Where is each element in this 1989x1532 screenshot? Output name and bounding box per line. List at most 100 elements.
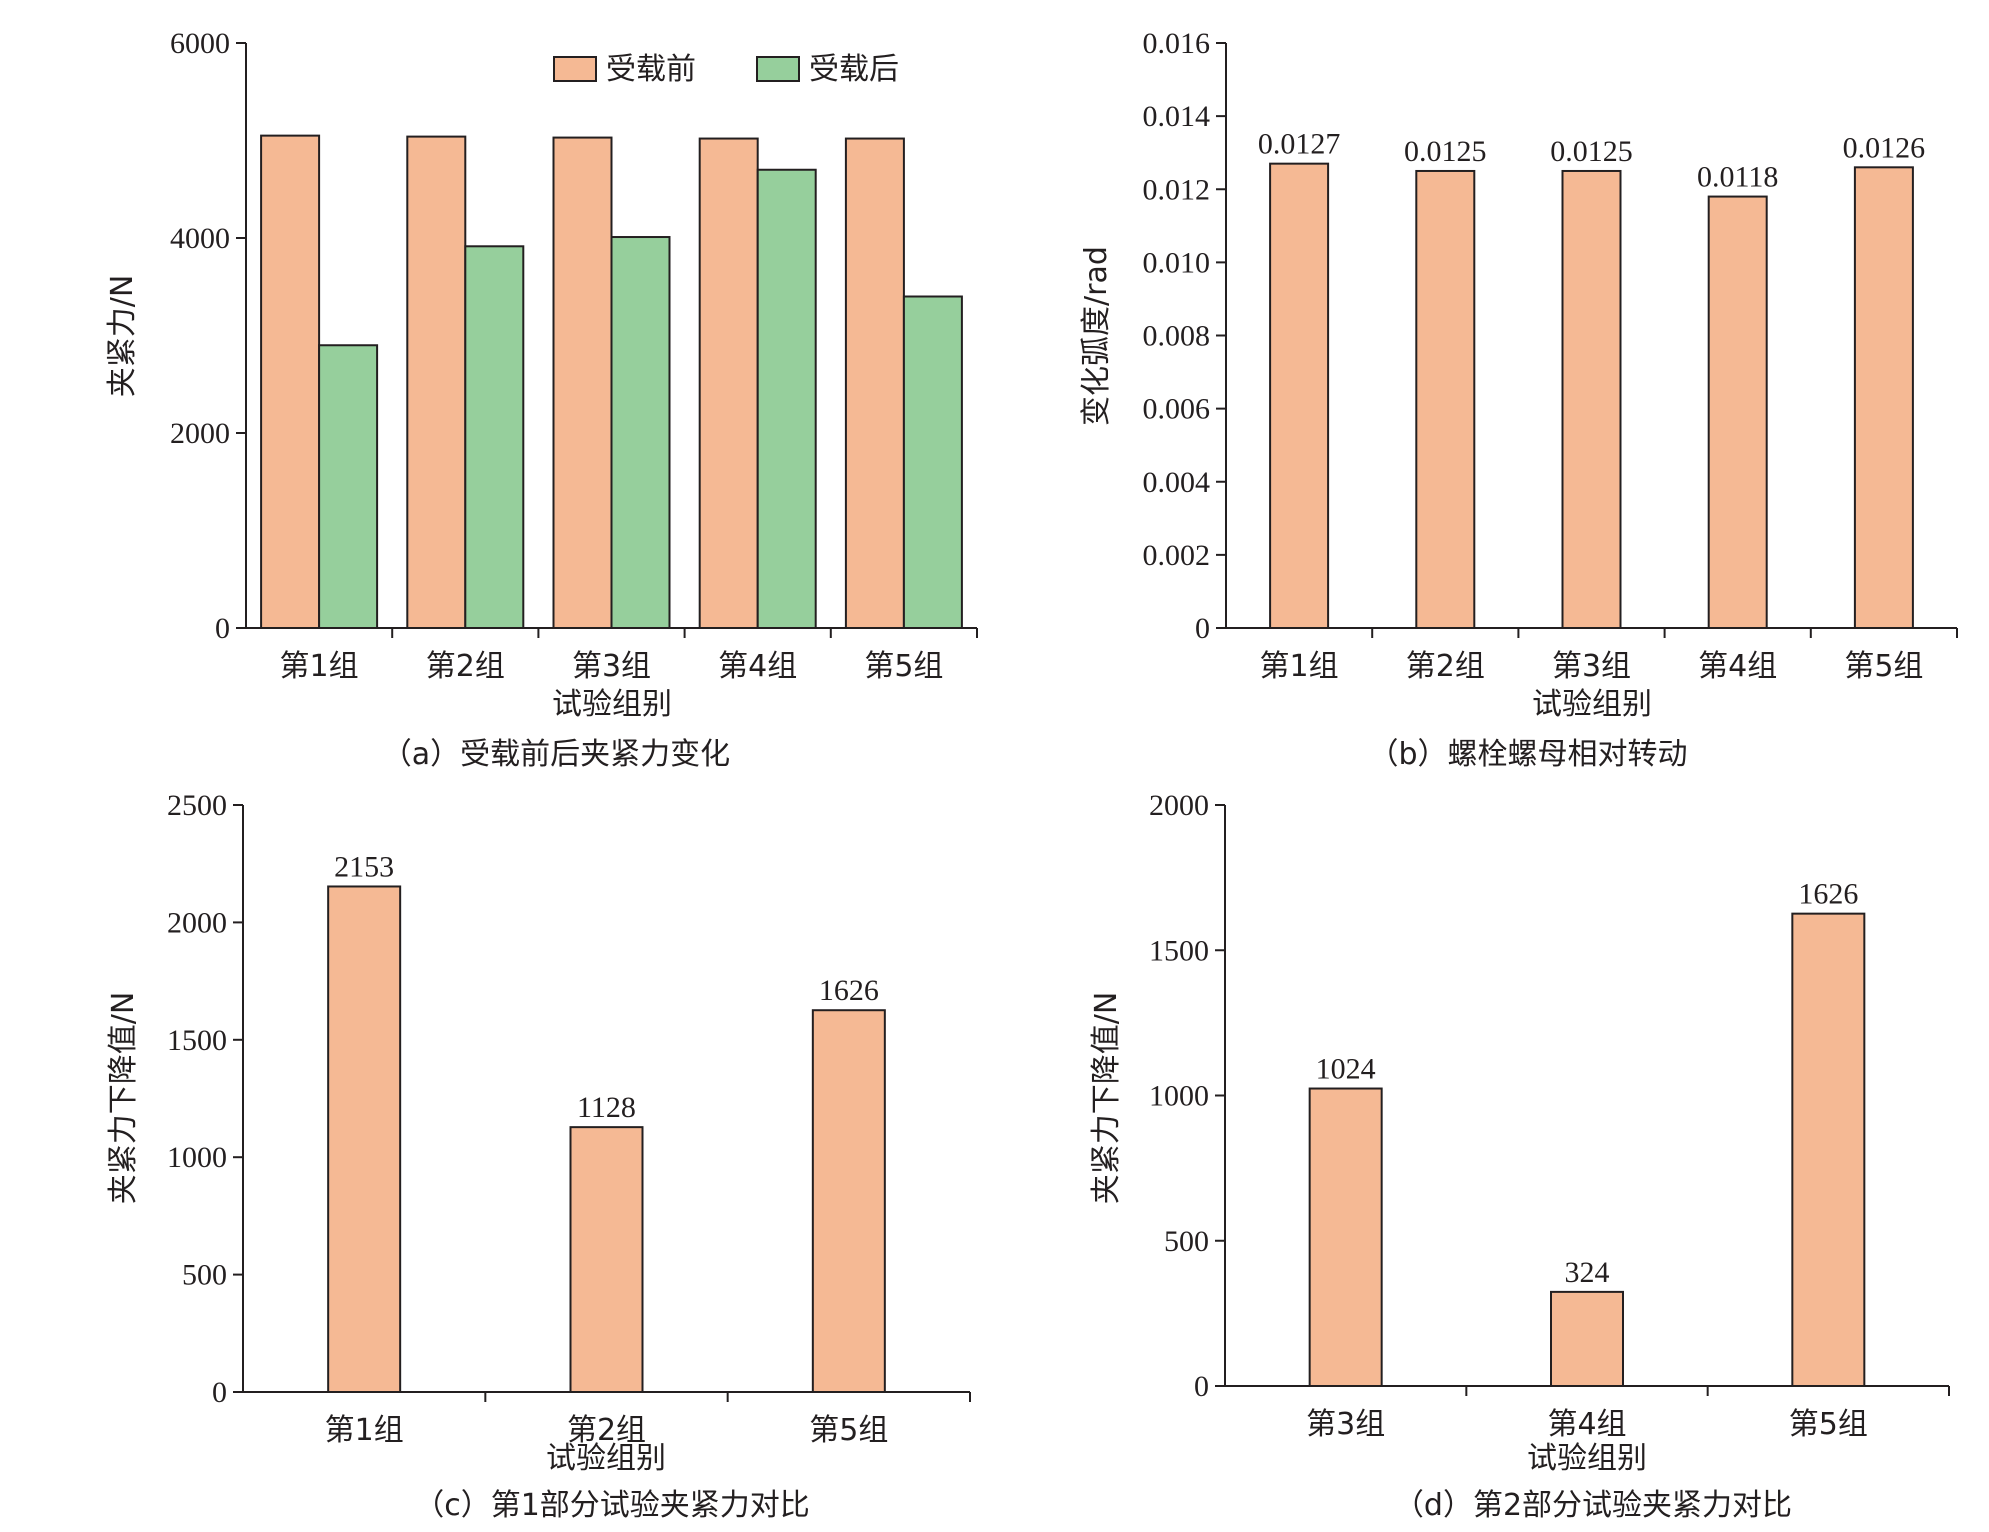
- x-tick-label: 第4组: [1547, 1407, 1626, 1442]
- chart-c-y-ticks: 0 500 1000 1500 2000 2500: [167, 789, 243, 1409]
- chart-c-xlabel: 试验组别: [546, 1441, 666, 1476]
- bar-after: [756, 168, 817, 629]
- data-label: 0.0118: [1697, 161, 1778, 194]
- chart-a-y-ticks: 0 2000 4000 6000: [170, 27, 246, 645]
- bar-before: [260, 134, 321, 629]
- chart-d: 0 500 1000 1500 2000 第3组 第4组 第5组 1024 324 1626 夹…: [1089, 789, 1950, 1523]
- y-tick-label: 1000: [1149, 1080, 1209, 1113]
- bar-before: [698, 137, 759, 630]
- y-tick-label: 1000: [167, 1141, 227, 1174]
- data-label: 0.0126: [1843, 131, 1926, 164]
- bar: [1415, 169, 1476, 629]
- x-tick-label: 第1组: [1260, 649, 1339, 684]
- y-tick-label: 6000: [170, 27, 230, 60]
- x-tick-label: 第3组: [1306, 1407, 1385, 1442]
- chart-a-ylabel: 夹紧力/N: [105, 275, 140, 398]
- chart-b-x-ticks: 第1组 第2组 第3组 第4组 第5组: [1260, 628, 1958, 684]
- x-tick-label: 第1组: [280, 649, 359, 684]
- y-tick-label: 2500: [167, 789, 227, 822]
- legend-label-before: 受载前: [606, 52, 696, 87]
- bar: [1308, 1087, 1383, 1387]
- y-tick-label: 0.010: [1143, 246, 1211, 279]
- bar: [327, 885, 402, 1393]
- x-tick-label: 第1组: [325, 1413, 404, 1448]
- x-tick-label: 第5组: [1789, 1407, 1868, 1442]
- chart-b-caption: （b）螺栓螺母相对转动: [1368, 737, 1687, 772]
- y-tick-label: 0.012: [1143, 173, 1211, 206]
- y-tick-label: 0.002: [1143, 539, 1211, 572]
- y-tick-label: 0: [1195, 612, 1210, 645]
- y-tick-label: 2000: [167, 906, 227, 939]
- y-tick-label: 0: [1194, 1370, 1209, 1403]
- data-label: 1626: [1798, 878, 1858, 911]
- chart-b-ylabel: 变化弧度/rad: [1079, 246, 1114, 426]
- chart-c: 0 500 1000 1500 2000 2500 第1组 第2组 第5组 2153 1128 1…: [106, 789, 971, 1523]
- chart-c-x-ticks: 第1组 第2组 第5组: [325, 1392, 971, 1448]
- bar: [1550, 1290, 1624, 1388]
- data-label: 1024: [1316, 1053, 1376, 1086]
- bar: [569, 1126, 644, 1394]
- chart-a-bars: [260, 134, 963, 630]
- chart-d-ylabel: 夹紧力下降值/N: [1089, 992, 1124, 1205]
- x-tick-label: 第5组: [809, 1413, 888, 1448]
- y-tick-label: 1500: [167, 1024, 227, 1057]
- bar-before: [552, 136, 613, 629]
- bar: [1707, 195, 1768, 629]
- legend-swatch-before: [553, 56, 597, 82]
- chart-d-y-ticks: 0 500 1000 1500 2000: [1149, 789, 1225, 1403]
- bar: [1561, 169, 1622, 629]
- chart-a-caption: （a）受载前后夹紧力变化: [382, 737, 730, 772]
- data-label: 2153: [334, 850, 394, 883]
- chart-c-ylabel: 夹紧力下降值/N: [106, 992, 141, 1205]
- chart-d-x-ticks: 第3组 第4组 第5组: [1306, 1386, 1950, 1442]
- chart-c-bars: 2153 1128 1626: [327, 850, 886, 1394]
- bar-after: [610, 236, 671, 629]
- x-tick-label: 第3组: [572, 649, 651, 684]
- bar-after: [318, 344, 379, 629]
- x-tick-label: 第2组: [1406, 649, 1485, 684]
- x-tick-label: 第2组: [426, 649, 505, 684]
- bar: [1791, 912, 1866, 1387]
- chart-b-xlabel: 试验组别: [1532, 687, 1652, 722]
- y-tick-label: 0.014: [1143, 100, 1211, 133]
- bar: [1269, 162, 1330, 629]
- data-label: 1128: [577, 1091, 636, 1124]
- chart-d-xlabel: 试验组别: [1527, 1441, 1647, 1476]
- chart-a-legend: 受载前 受载后: [553, 52, 899, 87]
- bar-before: [406, 135, 467, 629]
- y-tick-label: 500: [182, 1259, 227, 1292]
- x-tick-label: 第5组: [1844, 649, 1923, 684]
- data-label: 324: [1565, 1256, 1610, 1289]
- chart-d-bars: 1024 324 1626: [1308, 878, 1866, 1388]
- bar: [1853, 166, 1914, 629]
- y-tick-label: 4000: [170, 222, 230, 255]
- y-tick-label: 0.004: [1143, 466, 1211, 499]
- y-tick-label: 0.016: [1143, 27, 1211, 60]
- bar-after: [902, 295, 963, 629]
- y-tick-label: 1500: [1149, 934, 1209, 967]
- y-tick-label: 0.006: [1143, 393, 1211, 426]
- legend-swatch-after: [756, 56, 800, 82]
- x-tick-label: 第4组: [1698, 649, 1777, 684]
- data-label: 0.0127: [1258, 128, 1341, 161]
- chart-a: 0 2000 4000 6000 第1组 第2组 第3组 第4组 第5组 受载前 受载后 夹紧…: [105, 27, 978, 772]
- chart-b-bars: 0.0127 0.0125 0.0125 0.0118 0.0126: [1258, 128, 1926, 629]
- bar: [811, 1009, 886, 1393]
- data-label: 1626: [819, 974, 879, 1007]
- y-tick-label: 0.008: [1143, 320, 1211, 353]
- y-tick-label: 500: [1164, 1225, 1209, 1258]
- chart-d-caption: （d）第2部分试验夹紧力对比: [1394, 1488, 1792, 1523]
- bar-after: [464, 245, 525, 629]
- y-tick-label: 0: [212, 1376, 227, 1409]
- chart-a-x-ticks: 第1组 第2组 第3组 第4组 第5组: [280, 628, 978, 684]
- y-tick-label: 2000: [170, 417, 230, 450]
- chart-b: 0 0.002 0.004 0.006 0.008 0.010 0.012 0.014 0.01…: [1079, 27, 1958, 772]
- chart-a-xlabel: 试验组别: [552, 687, 672, 722]
- x-tick-label: 第4组: [718, 649, 797, 684]
- data-label: 0.0125: [1550, 135, 1633, 168]
- chart-c-caption: （c）第1部分试验夹紧力对比: [414, 1488, 810, 1523]
- data-label: 0.0125: [1404, 135, 1487, 168]
- x-tick-label: 第3组: [1552, 649, 1631, 684]
- x-tick-label: 第2组: [567, 1413, 646, 1448]
